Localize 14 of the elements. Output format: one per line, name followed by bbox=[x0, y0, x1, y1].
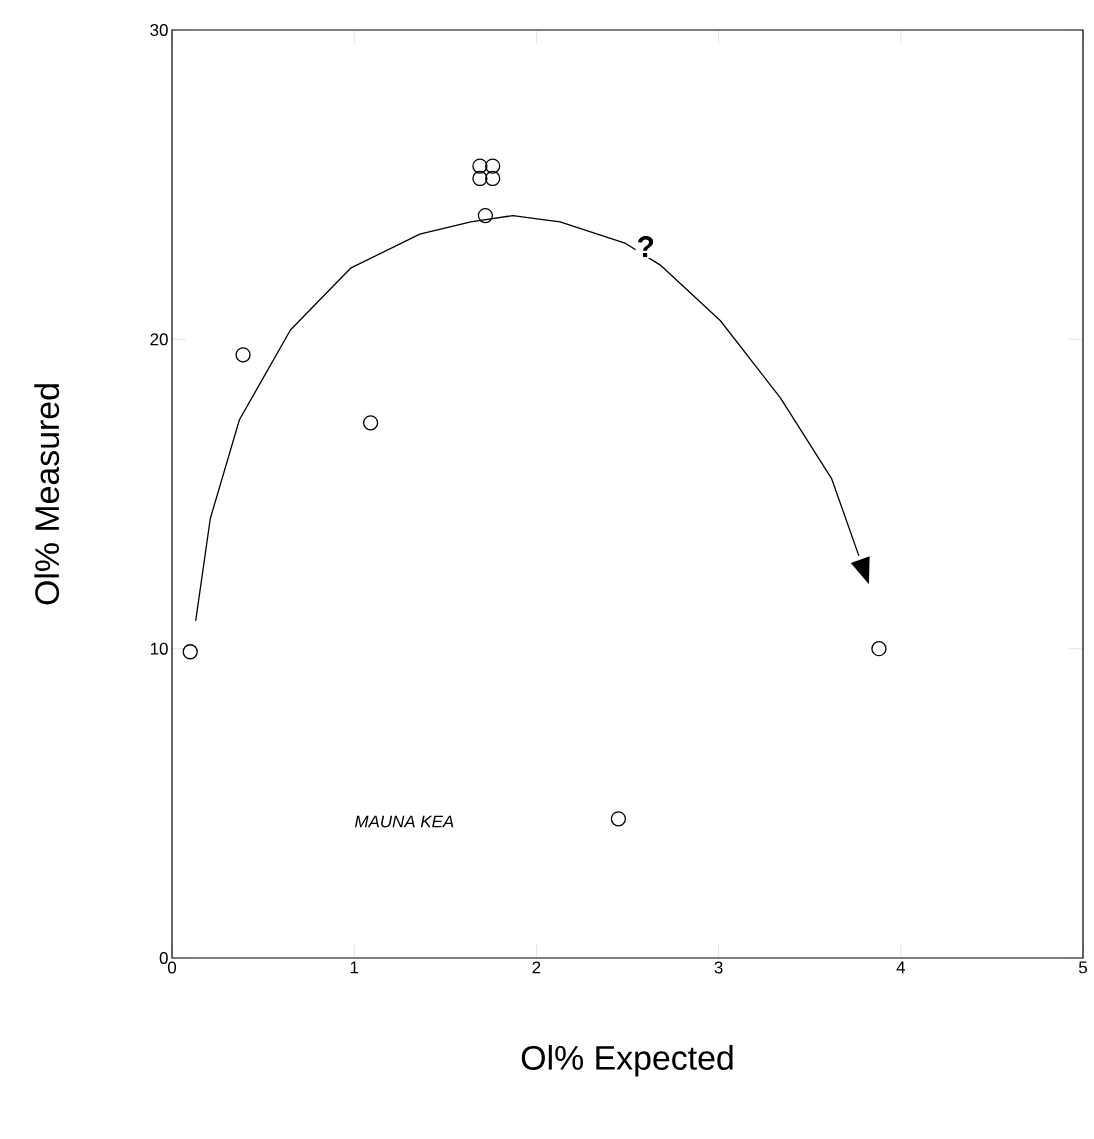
x-tick-label: 0 bbox=[167, 961, 177, 974]
x-tick-label: 1 bbox=[350, 961, 359, 974]
x-tick-label: 4 bbox=[896, 961, 906, 974]
y-tick-label: 30 bbox=[150, 23, 168, 36]
x-axis-title: Ol% Expected bbox=[521, 1045, 733, 1077]
annotation: ? bbox=[637, 236, 654, 257]
x-tick-label: 2 bbox=[532, 961, 541, 974]
y-axis-title: Ol% Measured bbox=[34, 384, 60, 605]
y-tick-label: 10 bbox=[150, 642, 168, 655]
y-tick-label: 0 bbox=[159, 952, 168, 964]
annotation: MAUNA KEA bbox=[354, 815, 454, 828]
x-tick-label: 3 bbox=[714, 961, 723, 974]
y-tick-label: 20 bbox=[150, 333, 168, 346]
x-tick-label: 5 bbox=[1078, 961, 1087, 974]
